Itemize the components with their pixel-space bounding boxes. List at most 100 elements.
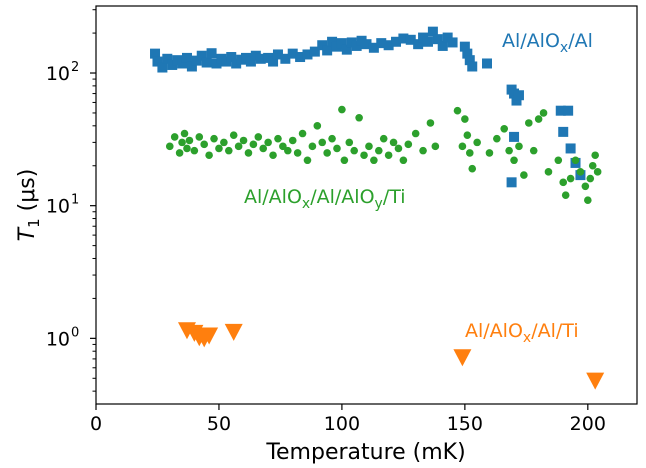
y-tick-exponent: 1 [71,193,79,208]
data-point-square [565,143,576,154]
data-point-circle [360,151,368,160]
data-point-square [302,49,313,60]
data-point-circle [584,196,592,204]
data-point-circle [345,138,354,147]
series-label-al-alox-al: Al/AlOx/Al [502,30,593,56]
data-point-circle [453,106,462,115]
data-point-square [405,34,416,45]
x-tick-label: 150 [447,413,483,435]
data-point-square [509,131,520,142]
data-point-square [464,55,475,66]
data-point-square [245,56,256,67]
data-point-square [432,34,443,45]
data-point-square [437,40,448,51]
data-point-square [467,61,478,72]
data-point-circle [244,149,253,157]
data-point-circle [468,164,477,173]
data-point-circle [229,131,238,139]
data-point-circle [185,136,194,145]
data-point-circle [554,156,563,165]
x-tick-label: 200 [570,413,606,435]
data-point-circle [586,174,595,183]
y-axis-title: T1 (μs) [15,169,43,242]
data-point-square [447,37,458,48]
data-point-circle [333,144,341,153]
data-point-circle [340,156,349,165]
data-point-square [255,53,266,64]
data-point-circle [389,138,398,147]
data-point-circle [520,171,528,179]
data-point-square [201,57,212,68]
data-point-circle [183,144,191,153]
data-point-circle [559,178,568,187]
data-point-square [157,62,168,73]
data-point-triangle [586,372,605,390]
data-point-circle [500,124,509,133]
data-point-circle [254,133,263,141]
data-point-circle [465,149,474,157]
data-point-circle [318,138,327,147]
data-point-square [322,45,333,56]
data-point-circle [394,144,403,153]
data-point-circle [529,146,538,155]
data-point-square [317,40,328,51]
data-point-circle [249,140,258,149]
data-point-circle [293,149,302,157]
data-point-circle [313,122,322,130]
data-point-square [196,50,207,61]
data-point-square [206,48,217,59]
data-point-circle [269,151,277,160]
data-point-triangle [453,349,472,367]
data-point-square [413,39,424,50]
data-point-circle [284,146,292,155]
data-point-circle [308,142,317,151]
data-point-circle [234,142,243,151]
data-point-square [186,61,197,72]
series-label-al-alox-al-ti: Al/AlOx/Al/Ti [465,320,579,346]
data-point-square [398,33,409,44]
data-point-square [462,48,473,59]
data-point-square [287,48,298,59]
data-point-circle [259,144,268,153]
data-point-circle [566,174,575,183]
y-tick-label: 10 [46,63,70,85]
data-point-circle [411,129,420,138]
data-point-circle [210,134,218,143]
data-point-circle [264,138,272,147]
data-point-circle [303,156,312,165]
x-tick-label: 100 [324,413,360,435]
data-point-square [427,26,438,37]
data-point-circle [404,140,413,149]
data-point-circle [561,191,570,199]
y-tick-exponent: 2 [71,60,79,75]
data-point-square [555,105,566,116]
data-point-square [295,52,306,63]
data-point-triangle [200,327,219,345]
data-point-circle [581,182,590,191]
data-point-square [351,40,362,51]
plot-frame [95,5,638,405]
data-point-square [513,90,524,101]
plot-markers [150,26,605,390]
data-point-circle [493,134,501,143]
data-point-circle [461,115,469,123]
data-point-circle [384,151,393,160]
data-point-square [152,56,163,67]
data-point-circle [205,151,213,160]
data-point-circle [279,142,287,151]
data-point-circle [510,156,518,165]
data-point-triangle [224,323,243,341]
data-point-square [506,177,517,188]
data-point-circle [355,113,363,122]
data-point-square [361,39,372,50]
data-point-square [563,105,574,116]
data-point-circle [525,119,533,127]
data-point-square [391,36,402,47]
data-point-circle [591,151,599,160]
data-point-circle [195,133,204,141]
data-point-circle [419,146,427,155]
data-point-circle [298,129,307,138]
x-tick-label: 0 [90,413,102,435]
data-point-square [558,126,569,137]
